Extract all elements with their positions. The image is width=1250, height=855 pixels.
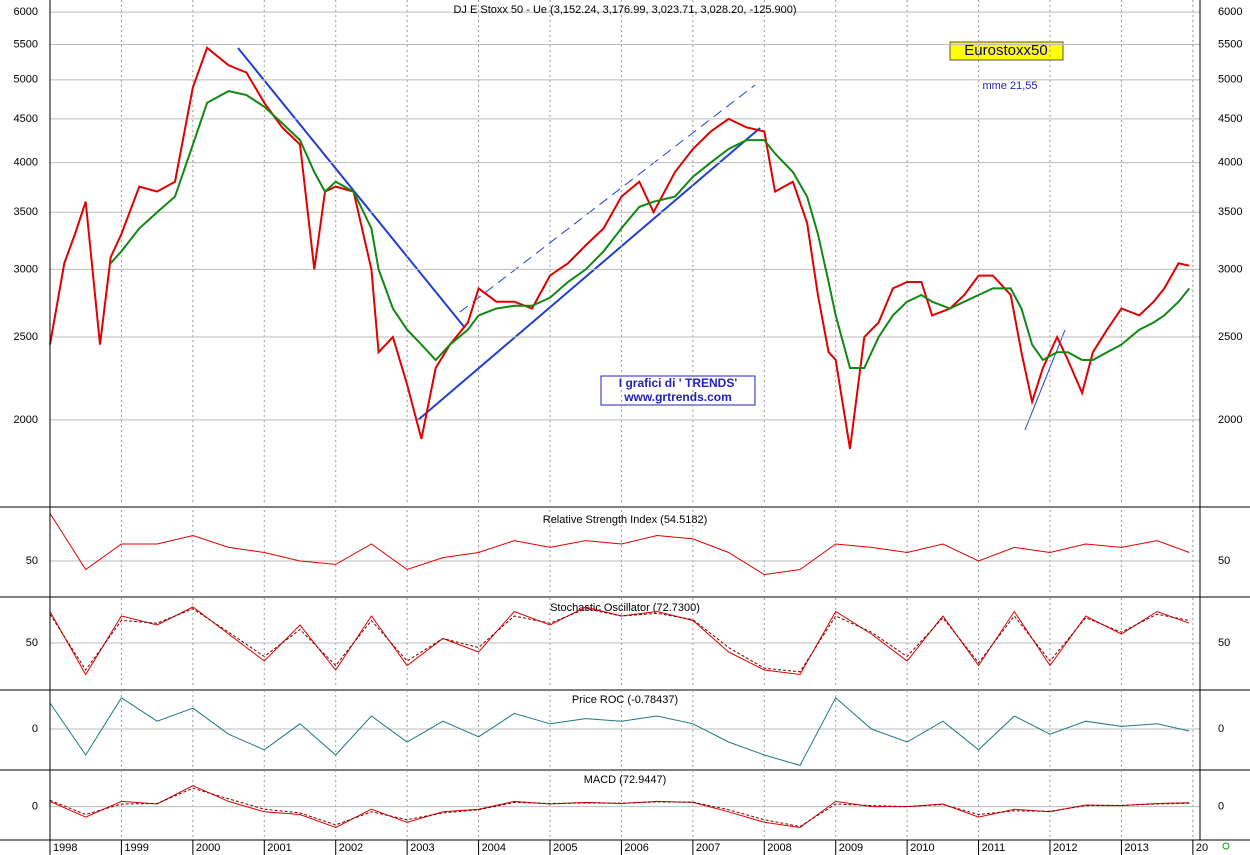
note: mme 21,55	[982, 80, 1037, 92]
y-tick-label: 50	[26, 555, 38, 567]
credit-box	[600, 375, 756, 406]
y-tick-label: 0	[1218, 723, 1224, 735]
y-tick-label: 3500	[14, 206, 38, 218]
credit: www.grtrends.com	[623, 390, 732, 404]
series-line	[109, 90, 1191, 369]
y-tick-label: 5500	[14, 38, 38, 50]
y-tick-label: 6000	[1218, 6, 1242, 18]
y-tick-label: 50	[1218, 637, 1230, 649]
x-tick-label: 2006	[624, 842, 648, 854]
y-tick-label: 4000	[14, 157, 38, 169]
x-tick-label: 20	[1196, 842, 1208, 854]
trend-line	[1024, 329, 1066, 431]
trend-lines	[237, 47, 1066, 431]
y-tick-label: 0	[32, 801, 38, 813]
y-tick-label: 2500	[1218, 331, 1242, 343]
y-tick-label: 4500	[1218, 113, 1242, 125]
x-tick-label: 2011	[982, 842, 1006, 854]
x-tick-label: 2010	[910, 842, 934, 854]
y-tick-label: 4500	[14, 113, 38, 125]
series-line	[49, 513, 1190, 576]
y-tick-label: 50	[1218, 555, 1230, 567]
y-tick-label: 4000	[1218, 157, 1242, 169]
x-tick-label: 2012	[1053, 842, 1077, 854]
y-tick-label: 2000	[1218, 414, 1242, 426]
x-tick-label: 1999	[124, 842, 148, 854]
x-tick-label: 2002	[339, 842, 363, 854]
y-tick-label: 6000	[14, 6, 38, 18]
series-line	[49, 46, 1190, 449]
panel-title: Relative Strength Index (54.5182)	[543, 514, 708, 526]
series-line	[49, 787, 1190, 828]
x-tick-label: 2013	[1124, 842, 1148, 854]
y-tick-label: 5000	[14, 74, 38, 86]
status-dot	[1222, 842, 1230, 850]
y-tick-label: 2000	[14, 414, 38, 426]
x-tick-label: 2009	[839, 842, 863, 854]
y-tick-label: 5000	[1218, 74, 1242, 86]
y-tick-label: 3000	[14, 263, 38, 275]
x-tick-label: 1998	[53, 842, 77, 854]
y-tick-label: 3000	[1218, 263, 1242, 275]
y-tick-label: 2500	[14, 331, 38, 343]
panel-title: Stochastic Oscillator (72.7300)	[550, 602, 700, 614]
x-tick-label: 2007	[696, 842, 720, 854]
panel-title: MACD (72.9447)	[584, 774, 667, 786]
x-tick-label: 2000	[196, 842, 220, 854]
trend-line	[417, 127, 761, 421]
y-tick-label: 0	[1218, 801, 1224, 813]
credit: I grafici di ' TRENDS'	[619, 376, 738, 390]
panel-title: DJ E Stoxx 50 - Ue (3,152.24, 3,176.99, …	[453, 4, 796, 16]
trend-channel	[459, 84, 756, 313]
y-tick-label: 5500	[1218, 38, 1242, 50]
badge: Eurostoxx50	[964, 42, 1047, 59]
y-tick-label: 3500	[1218, 206, 1242, 218]
panel-title: Price ROC (-0.78437)	[572, 694, 678, 706]
x-tick-label: 2005	[553, 842, 577, 854]
series-line	[49, 697, 1190, 766]
y-tick-label: 50	[26, 637, 38, 649]
y-tick-label: 0	[32, 723, 38, 735]
trend-line	[237, 47, 466, 329]
x-tick-label: 2001	[267, 842, 291, 854]
x-tick-label: 2004	[482, 842, 506, 854]
x-tick-label: 2008	[767, 842, 791, 854]
series-line	[49, 608, 1190, 673]
x-tick-label: 2003	[410, 842, 434, 854]
